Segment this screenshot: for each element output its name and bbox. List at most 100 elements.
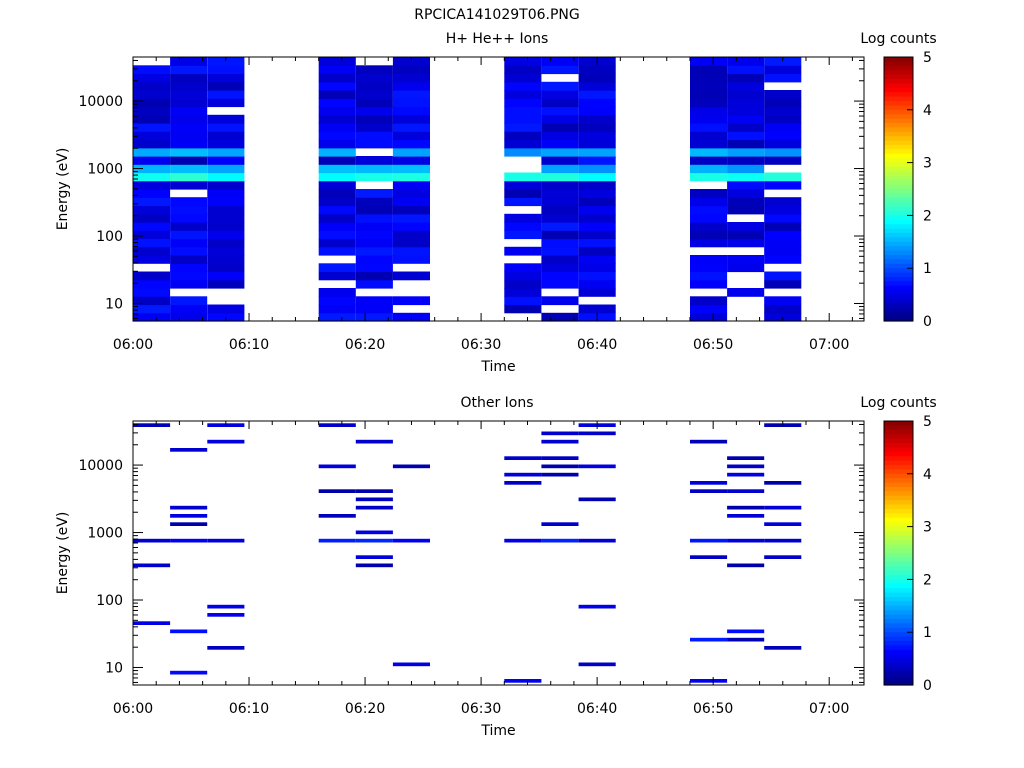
heatmap-cell	[170, 180, 208, 190]
heatmap-cell	[727, 139, 765, 149]
colorbar-label: Log counts	[860, 31, 936, 47]
heatmap-cell	[727, 73, 765, 83]
colorbar-segment	[884, 588, 913, 594]
heatmap-cell	[207, 255, 245, 264]
heatmap-cell	[690, 439, 728, 444]
heatmap-cell	[541, 123, 579, 132]
heatmap-cell	[578, 604, 616, 609]
panel-title: Other Ions	[460, 395, 533, 411]
heatmap-cell	[764, 230, 802, 240]
heatmap-cell	[578, 172, 616, 182]
heatmap-cell	[764, 139, 802, 149]
colorbar-segment	[884, 535, 913, 541]
heatmap-cell	[133, 288, 171, 297]
heatmap-cell	[578, 431, 616, 436]
heatmap-cell	[690, 73, 728, 83]
heatmap-cell	[133, 156, 171, 165]
heatmap-cell	[318, 180, 356, 190]
heatmap-cell	[504, 123, 542, 132]
x-tick-label: 06:40	[577, 337, 617, 353]
y-tick-label: 100	[96, 593, 123, 609]
heatmap-cell	[133, 180, 171, 190]
heatmap-cell	[170, 238, 208, 248]
heatmap-cell	[764, 222, 802, 231]
heatmap-cell	[392, 114, 430, 124]
heatmap-cell	[133, 423, 171, 427]
colorbar-tick-label: 4	[923, 467, 932, 483]
heatmap-cell	[207, 156, 245, 165]
heatmap-cell	[541, 90, 579, 99]
heatmap-cell	[541, 439, 579, 444]
heatmap-cell	[170, 90, 208, 99]
heatmap-cell	[170, 271, 208, 281]
x-axis: 06:00 06:10 06:20 06:30 06:40 06:50 07:00	[113, 421, 853, 717]
heatmap-cell	[207, 604, 245, 609]
heatmap-cell	[541, 238, 579, 248]
heatmap-cell	[690, 90, 728, 99]
colorbar-segment	[884, 105, 913, 111]
heatmap-cell	[690, 279, 728, 289]
heatmap-cell	[355, 497, 393, 502]
colorbar-segment	[884, 645, 913, 651]
colorbar-segment	[884, 246, 913, 252]
colorbar-segment	[884, 118, 913, 124]
heatmap-cell	[727, 505, 765, 510]
heatmap-cell	[541, 65, 579, 75]
figure-title: RPCICA141029T06.PNG	[414, 7, 579, 23]
heatmap-cell	[355, 538, 393, 543]
x-axis: 06:00 06:10 06:20 06:30 06:40 06:50 07:00	[113, 57, 853, 353]
heatmap-cell	[318, 156, 356, 165]
heatmap-cell	[541, 180, 579, 190]
heatmap-cell	[690, 255, 728, 264]
colorbar-segment	[884, 65, 913, 71]
panels: 06:00 06:10 06:20 06:30 06:40 06:50 07:00 Time 1…	[55, 31, 937, 739]
heatmap-cell	[392, 98, 430, 108]
heatmap-cell	[504, 189, 542, 198]
heatmap-cell	[727, 147, 765, 157]
heatmap-cell	[764, 205, 802, 215]
heatmap-cell	[764, 98, 802, 108]
heatmap-cell	[690, 131, 728, 141]
heatmap-cell	[764, 57, 802, 66]
x-axis-label: Time	[480, 359, 515, 375]
heatmap-cell	[541, 431, 579, 436]
colorbar-segment	[884, 162, 913, 168]
colorbar-segment	[884, 592, 913, 598]
heatmap-cell	[764, 246, 802, 256]
heatmap-cell	[578, 205, 616, 215]
heatmap-cell	[541, 189, 579, 198]
heatmap-cell	[578, 156, 616, 165]
colorbar-segment	[884, 597, 913, 602]
heatmap-cell	[318, 57, 356, 66]
heatmap-cell	[578, 164, 616, 174]
heatmap-cell	[355, 213, 393, 223]
heatmap-cell	[541, 139, 579, 149]
heatmap-cell	[764, 213, 802, 223]
colorbar-segment	[884, 189, 913, 194]
heatmap-cell	[392, 197, 430, 207]
colorbar-tick-label: 0	[923, 678, 932, 694]
heatmap-cell	[764, 238, 802, 248]
colorbar-segment	[884, 83, 913, 89]
colorbar-segment	[884, 316, 913, 322]
heatmap-cell	[392, 222, 430, 231]
colorbar-segment	[884, 544, 913, 550]
heatmap-cell	[355, 271, 393, 281]
heatmap-cell	[764, 538, 802, 543]
heatmap-cell	[133, 131, 171, 141]
heatmap-cell	[355, 439, 393, 444]
colorbar-segment	[884, 233, 913, 238]
heatmap-cell	[504, 147, 542, 157]
colorbar-segment	[884, 658, 913, 664]
heatmap-cell	[133, 65, 171, 75]
colorbar-segment	[884, 285, 913, 291]
heatmap-cell	[727, 514, 765, 518]
heatmap-cell	[170, 147, 208, 157]
x-tick-label: 06:20	[345, 701, 385, 717]
heatmap-cell	[392, 538, 430, 543]
heatmap-cell	[727, 98, 765, 108]
heatmap-cell	[727, 114, 765, 124]
heatmap-cell	[764, 131, 802, 141]
colorbar-segment	[884, 495, 913, 501]
heatmap-cell	[207, 613, 245, 617]
